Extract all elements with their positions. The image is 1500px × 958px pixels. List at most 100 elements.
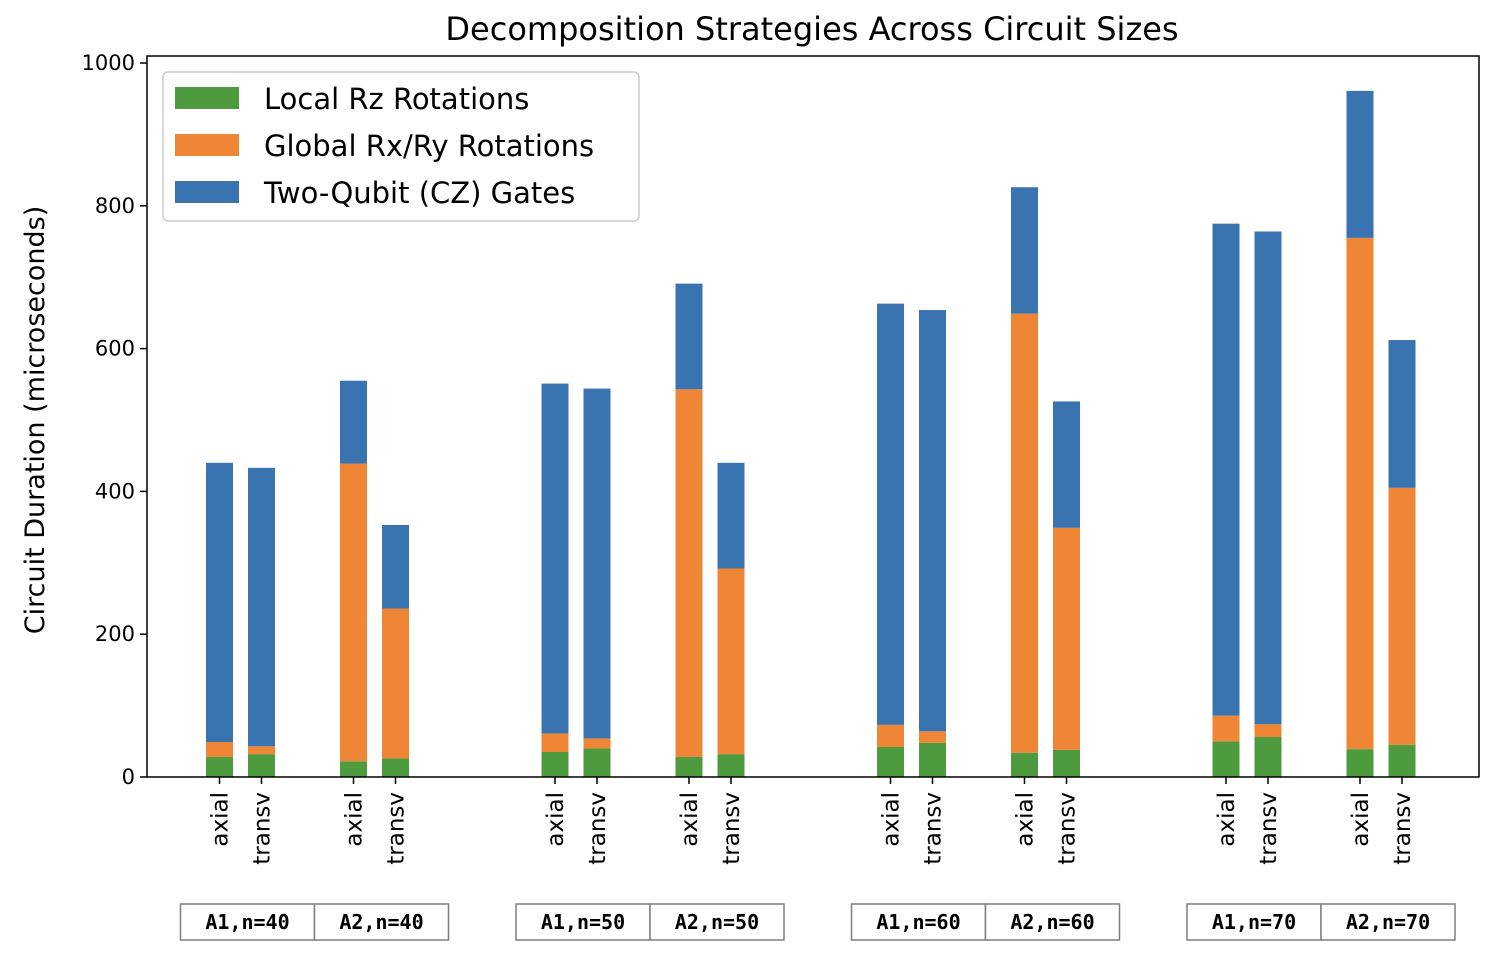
x-tick-label: axial <box>1214 792 1240 847</box>
y-axis: 0 200 400 600 800 1000 <box>82 51 147 789</box>
plot-frame <box>146 55 1480 778</box>
bar-segment-2-16 <box>1388 487 1416 745</box>
y-tick-label: 0 <box>122 765 135 789</box>
bar-segment-1-3 <box>340 761 367 777</box>
legend-label: Two-Qubit (CZ) Gates <box>263 176 575 210</box>
bar-segment-2-14 <box>1254 724 1282 738</box>
group-label: A2,n=70 <box>1346 910 1430 934</box>
bar-segment-2-7 <box>675 389 703 758</box>
bar-segment-1-5 <box>541 752 569 777</box>
bar-segment-3-8 <box>717 462 745 569</box>
bar-segment-1-14 <box>1254 737 1282 777</box>
bar-segment-1-7 <box>675 757 703 777</box>
bar-segment-2-6 <box>583 738 611 749</box>
y-tick-label: 200 <box>95 622 135 646</box>
bar-segment-1-8 <box>717 754 745 777</box>
group-label: A1,n=50 <box>541 910 625 934</box>
bar-segment-3-9 <box>877 303 904 725</box>
bar-segment-1-2 <box>248 754 275 777</box>
bar-segment-3-11 <box>1011 187 1038 314</box>
legend-box <box>162 71 640 222</box>
x-tick-label: axial <box>879 792 905 847</box>
y-tick-label: 400 <box>95 479 135 503</box>
x-tick-label: transv <box>1055 792 1081 865</box>
bar-segment-1-4 <box>382 758 409 777</box>
bar-segment-3-5 <box>541 383 569 734</box>
chart-title: Decomposition Strategies Across Circuit … <box>445 10 1178 48</box>
bar-segment-1-16 <box>1388 744 1416 777</box>
legend-label: Global Rx/Ry Rotations <box>264 129 594 163</box>
bar-segment-2-3 <box>340 463 367 762</box>
group-label: A2,n=60 <box>1010 910 1094 934</box>
x-tick-label: transv <box>585 792 611 865</box>
bar-segment-3-13 <box>1212 223 1240 716</box>
x-tick-label: axial <box>677 792 703 847</box>
bar-segment-3-6 <box>583 388 611 739</box>
x-axis: axial transv axial transv axial transv axial tr… <box>208 777 1416 865</box>
group-label-box <box>850 903 987 941</box>
bar-segment-2-9 <box>877 724 904 748</box>
x-tick-label: transv <box>1390 792 1416 865</box>
y-tick-label: 600 <box>95 337 135 361</box>
legend: Local Rz Rotations Global Rx/Ry Rotations… <box>162 71 640 222</box>
bar-segment-3-4 <box>382 524 409 609</box>
group-label: A1,n=40 <box>205 910 289 934</box>
x-tick-label: transv <box>384 792 410 865</box>
bar-segment-1-9 <box>877 747 904 777</box>
bar-segment-3-15 <box>1346 90 1374 238</box>
bar-segment-3-14 <box>1254 231 1282 725</box>
y-tick-label: 800 <box>95 194 135 218</box>
group-label-box <box>515 903 651 941</box>
bar-segment-3-1 <box>206 462 233 743</box>
bar-segment-3-3 <box>340 380 367 464</box>
group-label-box <box>649 903 785 941</box>
x-tick-label: transv <box>719 792 745 865</box>
bar-segment-2-12 <box>1053 527 1080 750</box>
bar-segment-1-10 <box>919 742 946 777</box>
bar-segment-1-13 <box>1212 741 1240 777</box>
bar-segment-1-1 <box>206 757 233 777</box>
bar-segment-2-4 <box>382 608 409 759</box>
bar-segment-2-8 <box>717 568 745 755</box>
y-axis-label: Circuit Duration (microseconds) <box>20 206 51 634</box>
x-tick-label: transv <box>921 792 947 865</box>
legend-swatch <box>175 87 239 109</box>
group-label-box <box>984 903 1121 941</box>
bar-segment-1-11 <box>1011 752 1038 777</box>
bar-segment-2-5 <box>541 733 569 753</box>
group-label: A1,n=60 <box>876 910 960 934</box>
bar-segment-3-2 <box>248 467 275 747</box>
bar-segment-1-15 <box>1346 749 1374 777</box>
bar-segment-2-2 <box>248 746 275 755</box>
group-label: A2,n=50 <box>675 910 759 934</box>
group-labels: A1,n=40 A2,n=40 A1,n=50 A2,n=50 A1,n=60 A2,n=… <box>179 903 1456 941</box>
x-tick-label: transv <box>1256 792 1282 865</box>
legend-swatch <box>175 134 239 156</box>
group-label: A1,n=70 <box>1212 910 1296 934</box>
x-tick-label: axial <box>1348 792 1374 847</box>
bar-segment-2-15 <box>1346 237 1374 750</box>
group-label-box <box>1320 903 1456 941</box>
x-tick-label: axial <box>342 792 368 847</box>
y-tick-label: 1000 <box>82 51 135 75</box>
bar-segment-3-10 <box>919 310 946 732</box>
x-tick-label: axial <box>208 792 234 847</box>
group-label: A2,n=40 <box>339 910 423 934</box>
bar-segment-3-7 <box>675 283 703 390</box>
bar-segment-3-16 <box>1388 340 1416 488</box>
bar-segment-1-6 <box>583 748 611 777</box>
group-label-box <box>1186 903 1322 941</box>
bar-segment-2-1 <box>206 742 233 758</box>
bar-segment-3-12 <box>1053 401 1080 528</box>
bar-segment-2-10 <box>919 731 946 743</box>
bar-segment-1-12 <box>1053 749 1080 777</box>
legend-label: Local Rz Rotations <box>264 82 529 116</box>
x-tick-label: axial <box>1013 792 1039 847</box>
x-tick-label: transv <box>250 792 276 865</box>
bars-layer <box>206 90 1416 777</box>
group-label-box <box>313 903 450 941</box>
bar-segment-2-11 <box>1011 313 1038 753</box>
x-tick-label: axial <box>543 792 569 847</box>
bar-segment-2-13 <box>1212 715 1240 742</box>
